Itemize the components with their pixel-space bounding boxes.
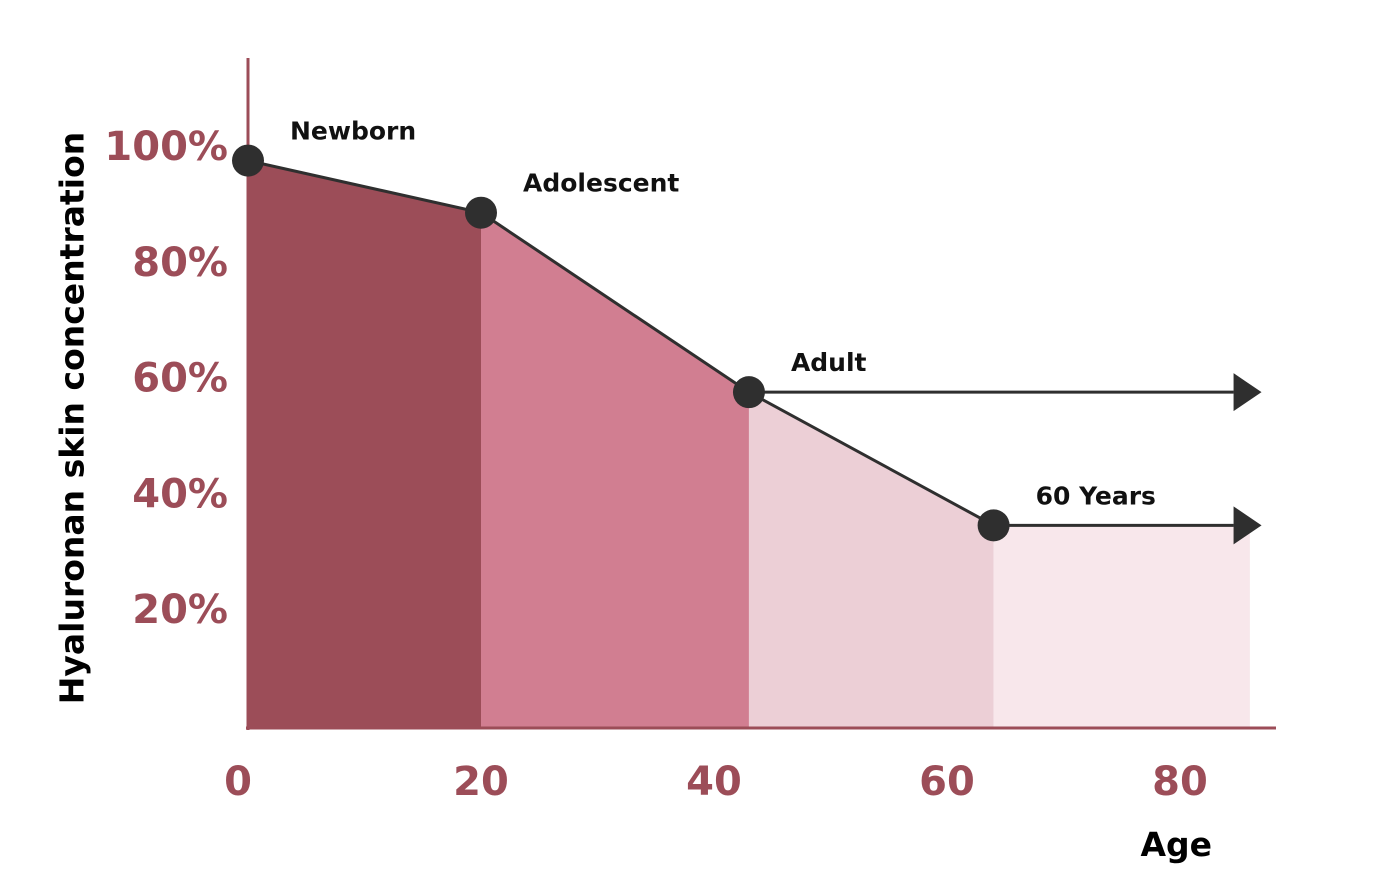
- x-tick-label-5: 80: [1152, 759, 1208, 805]
- x-tick-label-4: 60: [919, 759, 975, 805]
- data-point-1: [232, 144, 264, 177]
- y-axis-title: Hyaluronan skin concentration: [53, 132, 92, 705]
- y-tick-label-3: 60%: [132, 356, 228, 402]
- data-points: Newborn Adolescent Adult 60 Years: [232, 117, 1156, 542]
- y-tick-label-5: 100%: [104, 124, 228, 170]
- area-bands: [248, 160, 1250, 728]
- point-label-3: Adult: [791, 348, 867, 377]
- arrow-head-2: [1233, 506, 1262, 545]
- arrow-head-1: [1233, 373, 1262, 412]
- x-tick-label-1: 0: [224, 759, 252, 805]
- x-tick-label-3: 40: [686, 759, 742, 805]
- x-axis-title: Age: [1140, 825, 1212, 864]
- area-band-4: [993, 525, 1250, 728]
- data-point-4: [977, 509, 1010, 542]
- data-point-2: [465, 196, 497, 229]
- area-band-2: [481, 212, 749, 728]
- data-point-3: [732, 376, 765, 409]
- area-band-3: [748, 392, 994, 728]
- y-tick-label-4: 80%: [132, 240, 228, 286]
- area-band-1: [248, 160, 481, 728]
- y-tick-label-2: 40%: [132, 471, 228, 517]
- x-tick-label-2: 20: [453, 759, 509, 805]
- trend-lines: [247, 159, 1262, 545]
- trend-line: [247, 159, 995, 527]
- point-label-4: 60 Years: [1036, 481, 1156, 510]
- point-label-2: Adolescent: [523, 169, 679, 198]
- tick-labels: 20% 40% 60% 80% 100% 0 20 40 60 80: [104, 124, 1207, 805]
- y-tick-label-1: 20%: [132, 587, 228, 633]
- point-label-1: Newborn: [290, 117, 416, 146]
